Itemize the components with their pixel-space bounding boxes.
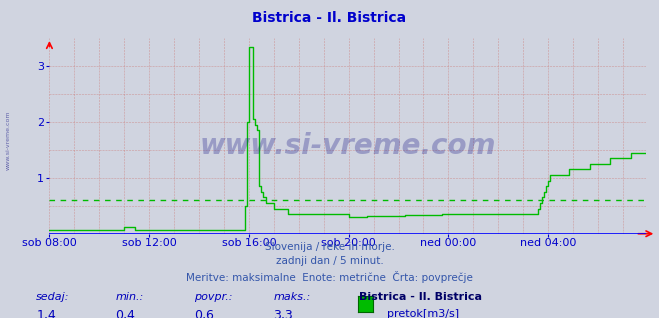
Text: Slovenija / reke in morje.: Slovenija / reke in morje. (264, 242, 395, 252)
Text: 0,4: 0,4 (115, 309, 135, 318)
Text: Bistrica - Il. Bistrica: Bistrica - Il. Bistrica (252, 11, 407, 25)
Text: povpr.:: povpr.: (194, 292, 233, 302)
Text: www.si-vreme.com: www.si-vreme.com (5, 110, 11, 170)
Text: 1,4: 1,4 (36, 309, 56, 318)
Text: maks.:: maks.: (273, 292, 311, 302)
Text: sedaj:: sedaj: (36, 292, 70, 302)
Text: 3,3: 3,3 (273, 309, 293, 318)
Text: 0,6: 0,6 (194, 309, 214, 318)
Text: zadnji dan / 5 minut.: zadnji dan / 5 minut. (275, 256, 384, 266)
Text: Bistrica - Il. Bistrica: Bistrica - Il. Bistrica (359, 292, 482, 302)
Text: pretok[m3/s]: pretok[m3/s] (387, 309, 459, 318)
Text: www.si-vreme.com: www.si-vreme.com (200, 132, 496, 160)
Text: min.:: min.: (115, 292, 144, 302)
Text: Meritve: maksimalne  Enote: metrične  Črta: povprečje: Meritve: maksimalne Enote: metrične Črta… (186, 271, 473, 283)
